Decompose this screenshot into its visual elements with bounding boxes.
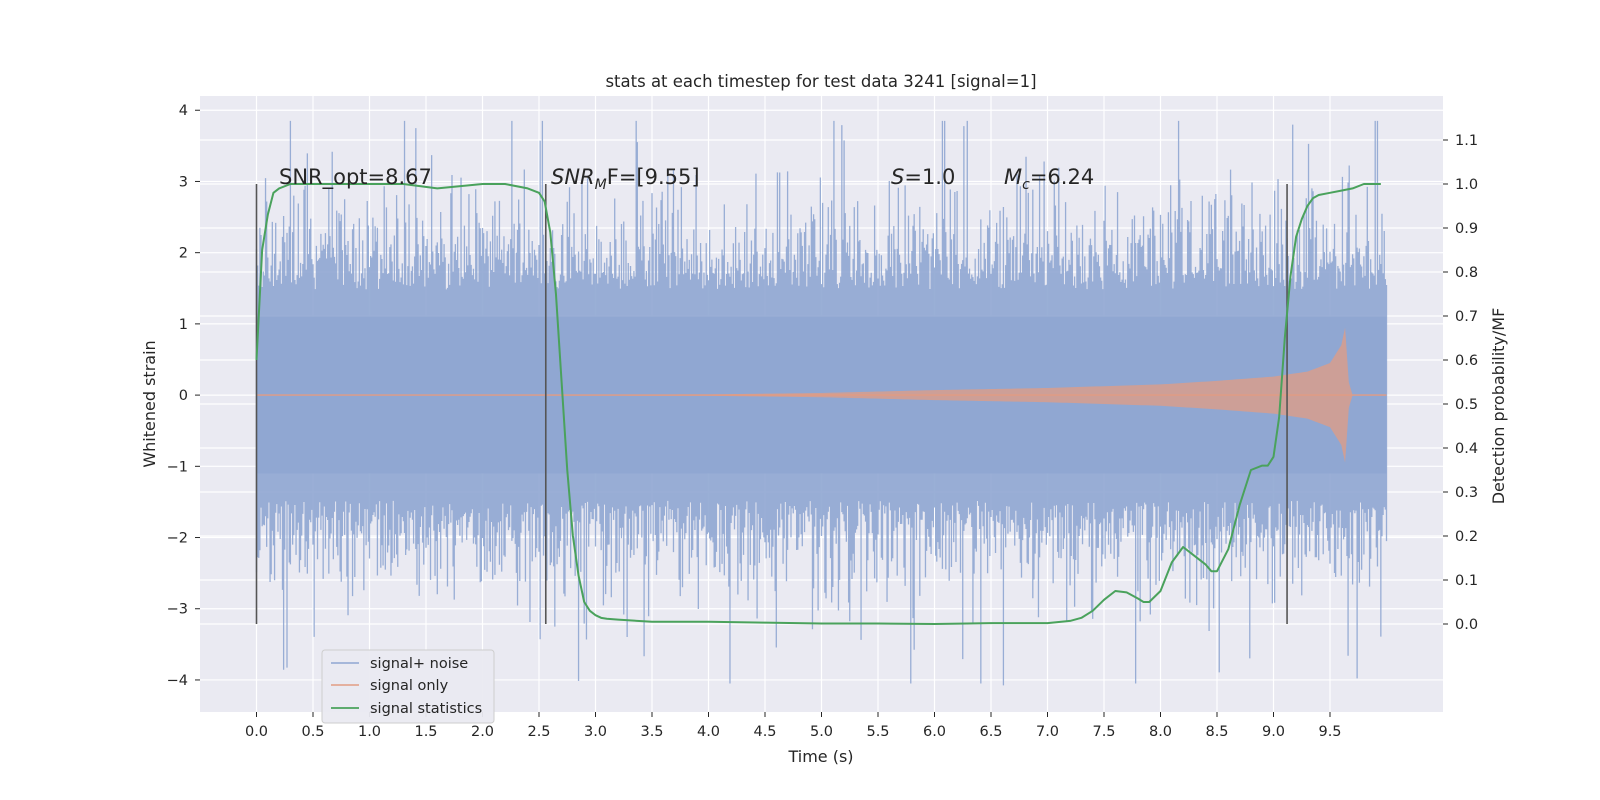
y-right-tick-label: 0.9 bbox=[1455, 221, 1478, 237]
legend: signal+ noise signal only signal statist… bbox=[321, 649, 495, 724]
x-tick-label: 1.5 bbox=[414, 724, 437, 740]
x-tick-label: 2.5 bbox=[527, 724, 550, 740]
x-tick-label: 6.5 bbox=[979, 724, 1002, 740]
y-tick-label: −3 bbox=[167, 602, 188, 618]
y-right-tick-label: 0.1 bbox=[1455, 573, 1478, 589]
y-tick-label: 0 bbox=[179, 388, 188, 404]
y-right-tick-label: 0.5 bbox=[1455, 397, 1478, 413]
chart-title: stats at each timestep for test data 324… bbox=[605, 72, 1036, 91]
x-axis-label: Time (s) bbox=[787, 747, 853, 766]
y-right-tick-label: 0.7 bbox=[1455, 309, 1478, 325]
y-right-tick-label: 0.3 bbox=[1455, 485, 1478, 501]
statistics-line bbox=[255, 183, 1381, 625]
annotation-snr-mf: SNRMF=[9.55] bbox=[551, 165, 700, 193]
s-value: =1.0 bbox=[904, 165, 955, 189]
y-right-tick-label: 0.4 bbox=[1455, 441, 1478, 457]
x-tick-label: 4.0 bbox=[697, 724, 720, 740]
y-axis-right-label: Detection probability/MF bbox=[1489, 308, 1508, 505]
annotation-snr-opt: SNR_opt=8.67 bbox=[279, 165, 432, 190]
s-prefix: S bbox=[891, 165, 904, 189]
legend-box bbox=[321, 649, 495, 724]
mc-subscript: c bbox=[1022, 177, 1030, 193]
mc-value: =6.24 bbox=[1030, 165, 1094, 189]
y-right-tick-label: 0.0 bbox=[1455, 617, 1478, 633]
x-tick-label: 8.5 bbox=[1205, 724, 1228, 740]
y-tick-label: 4 bbox=[179, 103, 188, 119]
y-tick-label: −4 bbox=[167, 673, 188, 689]
mc-prefix: M bbox=[1004, 165, 1022, 189]
signal-statistics-series bbox=[255, 183, 1381, 625]
x-tick-label: 0.0 bbox=[245, 724, 268, 740]
x-tick-label: 9.0 bbox=[1262, 724, 1285, 740]
x-tick-label: 6.0 bbox=[923, 724, 946, 740]
x-tick-label: 2.0 bbox=[471, 724, 494, 740]
y-tick-label: −2 bbox=[167, 531, 188, 547]
x-tick-label: 5.0 bbox=[810, 724, 833, 740]
y-tick-label: 2 bbox=[179, 246, 188, 262]
snr-mf-value: F=[9.55] bbox=[607, 165, 700, 189]
x-tick-label: 9.5 bbox=[1318, 724, 1341, 740]
x-tick-label: 4.5 bbox=[753, 724, 776, 740]
y-tick-label: −1 bbox=[167, 459, 188, 475]
annotation-s: S=1.0 bbox=[891, 165, 955, 189]
x-tick-label: 0.5 bbox=[301, 724, 324, 740]
vertical-markers bbox=[255, 184, 1288, 624]
tick-labels: 0.0 0.5 1.0 1.5 2.0 2.5 3.0 3.5 4.0 4.5 5.0 5.5 6.0 6… bbox=[167, 103, 1478, 740]
x-tick-label: 8.0 bbox=[1149, 724, 1172, 740]
x-tick-label: 3.0 bbox=[584, 724, 607, 740]
legend-label-signal: signal only bbox=[370, 678, 449, 694]
y-axis-label: Whitened strain bbox=[140, 340, 159, 467]
y-right-tick-label: 0.8 bbox=[1455, 265, 1478, 281]
y-right-tick-label: 0.2 bbox=[1455, 529, 1478, 545]
annotation-mc: Mc=6.24 bbox=[1004, 165, 1094, 193]
snr-mf-prefix: SNR bbox=[551, 165, 595, 189]
x-tick-label: 3.5 bbox=[640, 724, 663, 740]
x-tick-label: 7.5 bbox=[1092, 724, 1115, 740]
y-right-tick-label: 1.0 bbox=[1455, 177, 1478, 193]
snr-mf-subscript: M bbox=[595, 177, 607, 193]
x-tick-label: 1.0 bbox=[358, 724, 381, 740]
y-right-tick-label: 0.6 bbox=[1455, 353, 1478, 369]
signal-only-series bbox=[256, 327, 1387, 463]
legend-label-noise: signal+ noise bbox=[370, 656, 468, 672]
legend-label-stats: signal statistics bbox=[370, 701, 482, 717]
y-right-tick-label: 1.1 bbox=[1455, 133, 1478, 149]
y-tick-label: 1 bbox=[179, 317, 188, 333]
x-tick-label: 5.5 bbox=[866, 724, 889, 740]
x-tick-label: 7.0 bbox=[1036, 724, 1059, 740]
y-tick-label: 3 bbox=[179, 174, 188, 190]
